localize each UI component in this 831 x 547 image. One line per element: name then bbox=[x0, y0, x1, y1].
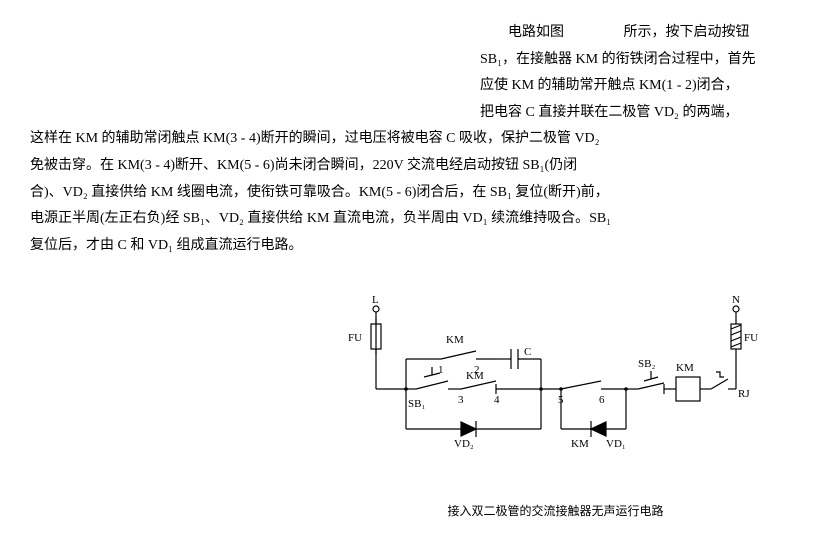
text-line-3: 应使 KM 的辅助常开触点 KM(1 - 2)闭合， bbox=[20, 73, 811, 100]
circuit-svg: L FU N FU 1 KM 2 C bbox=[346, 289, 766, 479]
km-coil bbox=[676, 377, 700, 401]
label-KM-bot: KM bbox=[571, 438, 589, 450]
contact-km-1-2 bbox=[441, 351, 476, 359]
label-t4: 4 bbox=[494, 394, 500, 406]
diode-vd2 bbox=[461, 422, 476, 436]
label-FU-left: FU bbox=[348, 332, 362, 344]
rj-contact bbox=[711, 379, 728, 389]
label-L: L bbox=[372, 294, 379, 306]
label-KM-mid: KM bbox=[466, 370, 484, 382]
l1b: 所示，按下启动按钮 bbox=[624, 25, 750, 40]
contact-km-5-6 bbox=[561, 381, 601, 389]
sb1-contact bbox=[416, 381, 448, 389]
label-KM-top: KM bbox=[446, 334, 464, 346]
text-line-5: 这样在 KM 的辅助常闭触点 KM(3 - 4)断开的瞬间，过电压将被电容 C … bbox=[20, 126, 811, 153]
text-line-1: 电路如图 所示，按下启动按钮 bbox=[20, 20, 811, 47]
text-line-6: 免被击穿。在 KM(3 - 4)断开、KM(5 - 6)尚未闭合瞬间，220V … bbox=[20, 153, 811, 180]
label-SB2: SB₂ bbox=[638, 358, 655, 370]
text-line-4: 把电容 C 直接并联在二极管 VD₂ 的两端， bbox=[20, 100, 811, 127]
label-t6: 6 bbox=[599, 394, 605, 406]
label-t5: 5 bbox=[558, 394, 564, 406]
terminal-L bbox=[373, 306, 379, 312]
terminal-N bbox=[733, 306, 739, 312]
circuit-diagram: L FU N FU 1 KM 2 C bbox=[20, 289, 811, 490]
label-N: N bbox=[732, 294, 740, 306]
text-line-9: 复位后，才由 C 和 VD₁ 组成直流运行电路。 bbox=[20, 233, 811, 260]
label-KM-coil: KM bbox=[676, 362, 694, 374]
diode-vd1 bbox=[591, 422, 606, 436]
label-FU-right: FU bbox=[744, 332, 758, 344]
label-VD2: VD₂ bbox=[454, 438, 474, 450]
label-VD1: VD₁ bbox=[606, 438, 626, 450]
label-RJ: RJ bbox=[738, 388, 750, 400]
text-line-2: SB₁，在接触器 KM 的衔铁闭合过程中，首先 bbox=[20, 47, 811, 74]
text-line-7: 合)、VD₂ 直接供给 KM 线圈电流，使衔铁可靠吸合。KM(5 - 6)闭合后… bbox=[20, 180, 811, 207]
label-SB1: SB₁ bbox=[408, 398, 425, 410]
label-C: C bbox=[524, 346, 531, 358]
text-line-8: 电源正半周(左正右负)经 SB₁、VD₂ 直接供给 KM 直流电流，负半周由 V… bbox=[20, 206, 811, 233]
l1a: 电路如图 bbox=[508, 25, 564, 40]
diagram-caption: 接入双二极管的交流接触器无声运行电路 bbox=[20, 500, 811, 523]
label-t3: 3 bbox=[458, 394, 464, 406]
contact-km-3-4 bbox=[461, 381, 496, 389]
label-t1: 1 bbox=[438, 364, 444, 376]
sb2-contact bbox=[638, 383, 664, 389]
body-text: 电路如图 所示，按下启动按钮 SB₁，在接触器 KM 的衔铁闭合过程中，首先 应… bbox=[20, 20, 811, 259]
